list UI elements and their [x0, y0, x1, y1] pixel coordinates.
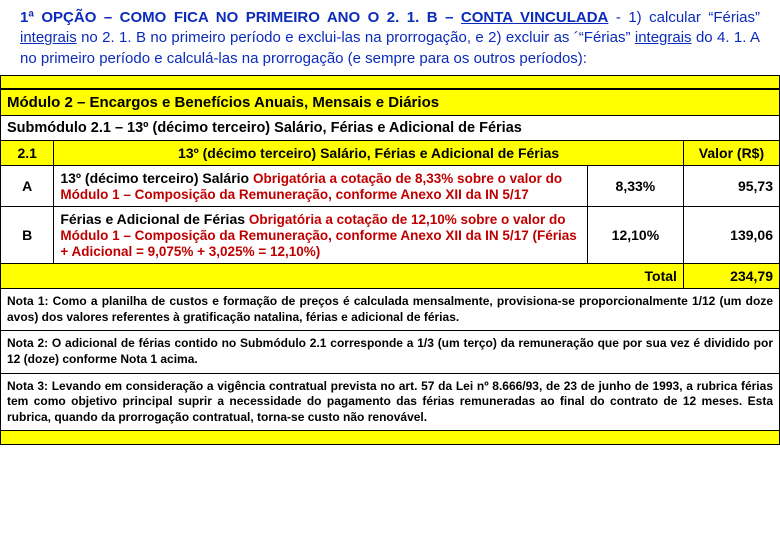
row-code: B [1, 207, 54, 264]
main-table: Módulo 2 – Encargos e Benefícios Anuais,… [0, 75, 780, 446]
row-desc: 13º (décimo terceiro) Salário Obrigatóri… [54, 166, 588, 207]
note-1: Nota 1: Como a planilha de custos e form… [1, 289, 780, 331]
col-header-code: 2.1 [1, 141, 54, 166]
row-value: 95,73 [683, 166, 779, 207]
row-label: 13º (décimo terceiro) Salário [60, 170, 249, 186]
table-row: A 13º (décimo terceiro) Salário Obrigató… [1, 166, 780, 207]
module-header: Módulo 2 – Encargos e Benefícios Anuais,… [1, 89, 780, 116]
note-3: Nota 3: Levando em consideração a vigênc… [1, 373, 780, 431]
row-code: A [1, 166, 54, 207]
note-2: Nota 2: O adicional de férias contido no… [1, 331, 780, 373]
row-desc: Férias e Adicional de Férias Obrigatória… [54, 207, 588, 264]
intro-lead: 1ª OPÇÃO – COMO FICA NO PRIMEIRO ANO O 2… [20, 9, 608, 26]
page-container: 1ª OPÇÃO – COMO FICA NO PRIMEIRO ANO O 2… [0, 0, 780, 445]
col-header-desc: 13º (décimo terceiro) Salário, Férias e … [54, 141, 684, 166]
col-header-value: Valor (R$) [683, 141, 779, 166]
total-value: 234,79 [683, 264, 779, 289]
yellow-bar-top [1, 75, 780, 89]
submodule-header: Submódulo 2.1 – 13º (décimo terceiro) Sa… [1, 116, 780, 141]
row-percent: 8,33% [587, 166, 683, 207]
yellow-bar-bottom [1, 431, 780, 445]
row-label: Férias e Adicional de Férias [60, 211, 245, 227]
intro-paragraph: 1ª OPÇÃO – COMO FICA NO PRIMEIRO ANO O 2… [0, 0, 780, 75]
total-label: Total [1, 264, 684, 289]
row-percent: 12,10% [587, 207, 683, 264]
row-value: 139,06 [683, 207, 779, 264]
table-row: B Férias e Adicional de Férias Obrigatór… [1, 207, 780, 264]
